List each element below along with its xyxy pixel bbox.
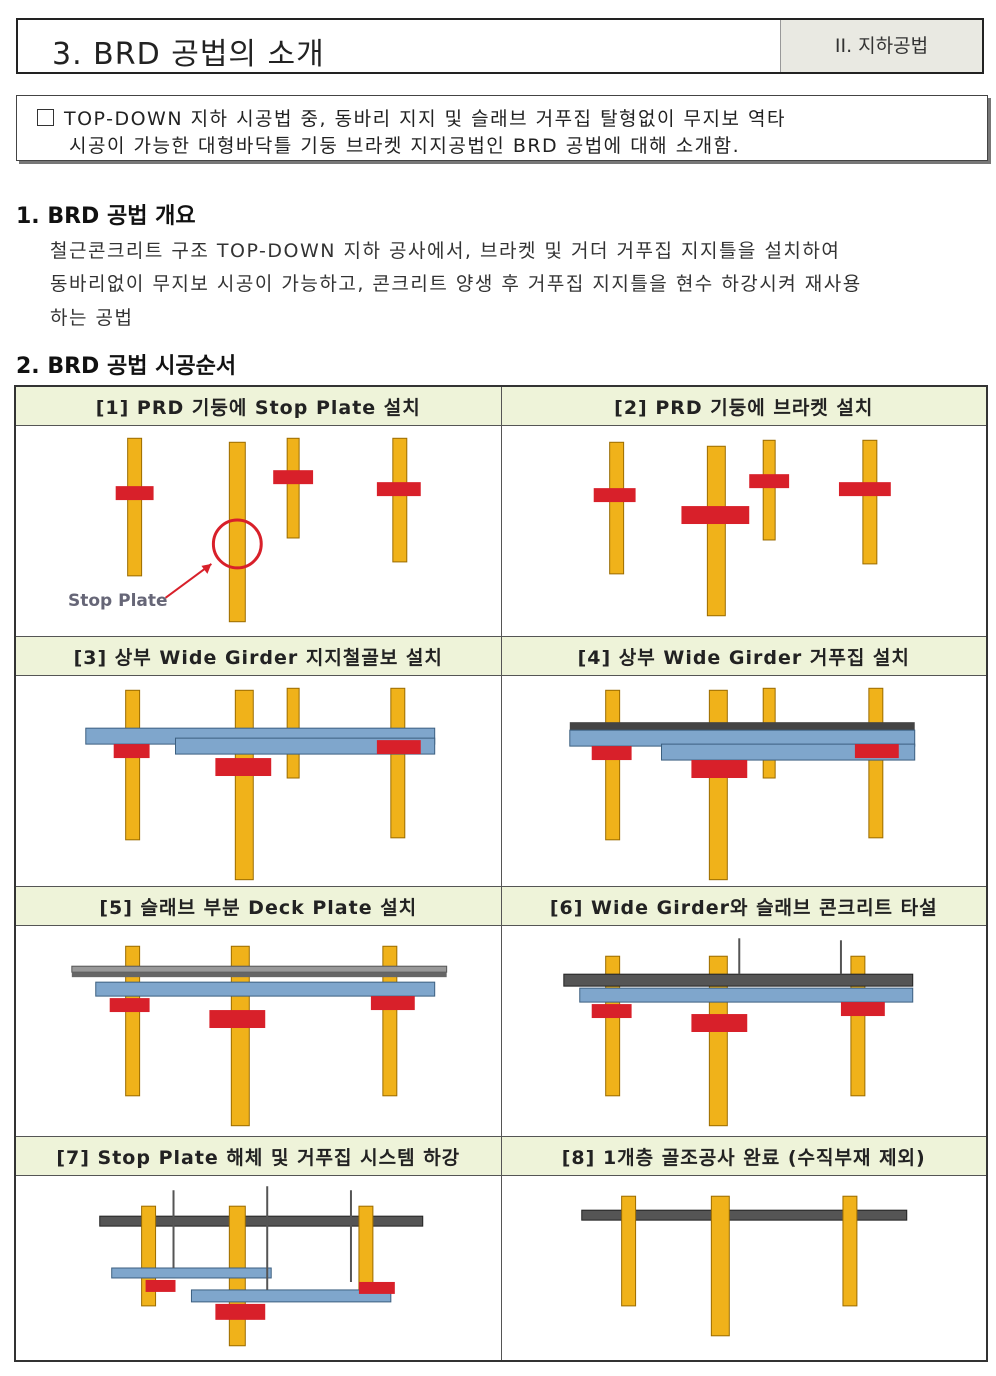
step-figure-3 [14,675,502,887]
step-5-illustration [71,945,448,1127]
step-1-illustration [115,437,421,623]
step-2-illustration [593,439,891,617]
summary-text-1: TOP-DOWN 지하 시공법 중, 동바리 지지 및 슬래브 거푸집 탈형없이… [64,108,786,130]
step-8-illustration [580,1195,907,1337]
title-box: 3. BRD 공법의 소개 II. 지하공법 [16,18,984,74]
step-figure-7 [14,1175,502,1362]
step-label-3: [3] 상부 Wide Girder 지지철골보 설치 [14,636,502,676]
overview-line-3: 하는 공법 [50,307,134,329]
step-label-5: [5] 슬래브 부분 Deck Plate 설치 [14,886,502,926]
step-label-2: [2] PRD 기둥에 브라켓 설치 [500,385,988,426]
step-label-4: [4] 상부 Wide Girder 거푸집 설치 [500,636,988,676]
sequence-grid: [1] PRD 기둥에 Stop Plate 설치 [2] PRD 기둥에 브라… [14,385,988,1362]
step-3-illustration [85,687,436,881]
highlight-circle-icon [211,518,263,570]
summary-box: TOP-DOWN 지하 시공법 중, 동바리 지지 및 슬래브 거푸집 탈형없이… [16,95,988,161]
page-title: 3. BRD 공법의 소개 [52,37,325,72]
step-figure-4 [500,675,988,887]
step-label-8: [8] 1개층 골조공사 완료 (수직부재 제외) [500,1136,988,1176]
step-figure-2 [500,425,988,637]
checkbox-icon [37,109,54,126]
step-4-illustration [568,687,915,881]
summary-text-2: 시공이 가능한 대형바닥틀 기둥 브라켓 지지공법인 BRD 공법에 대해 소개… [69,135,741,157]
step-label-1: [1] PRD 기둥에 Stop Plate 설치 [14,385,502,426]
step-figure-6 [500,925,988,1137]
section-heading-2: 2. BRD 공법 시공순서 [16,354,237,379]
arrow-icon [164,563,212,599]
step-6-illustration [562,938,913,1127]
chapter-tag: II. 지하공법 [780,20,982,72]
step-figure-1: Stop Plate [14,425,502,637]
summary-line-1: TOP-DOWN 지하 시공법 중, 동바리 지지 및 슬래브 거푸집 탈형없이… [37,104,786,131]
step-label-7: [7] Stop Plate 해체 및 거푸집 시스템 하강 [14,1136,502,1176]
overview-line-1: 철근콘크리트 구조 TOP-DOWN 지하 공사에서, 브라켓 및 거더 거푸집… [50,240,841,262]
overview-line-2: 동바리없이 무지보 시공이 가능하고, 콘크리트 양생 후 거푸집 지지틀을 현… [50,273,862,295]
section-heading-1: 1. BRD 공법 개요 [16,204,196,229]
stop-plate-callout: Stop Plate [68,591,168,611]
step-figure-5 [14,925,502,1137]
step-7-illustration [99,1186,424,1347]
step-label-6: [6] Wide Girder와 슬래브 콘크리트 타설 [500,886,988,926]
column-icon [115,437,421,623]
step-figure-8 [500,1175,988,1362]
